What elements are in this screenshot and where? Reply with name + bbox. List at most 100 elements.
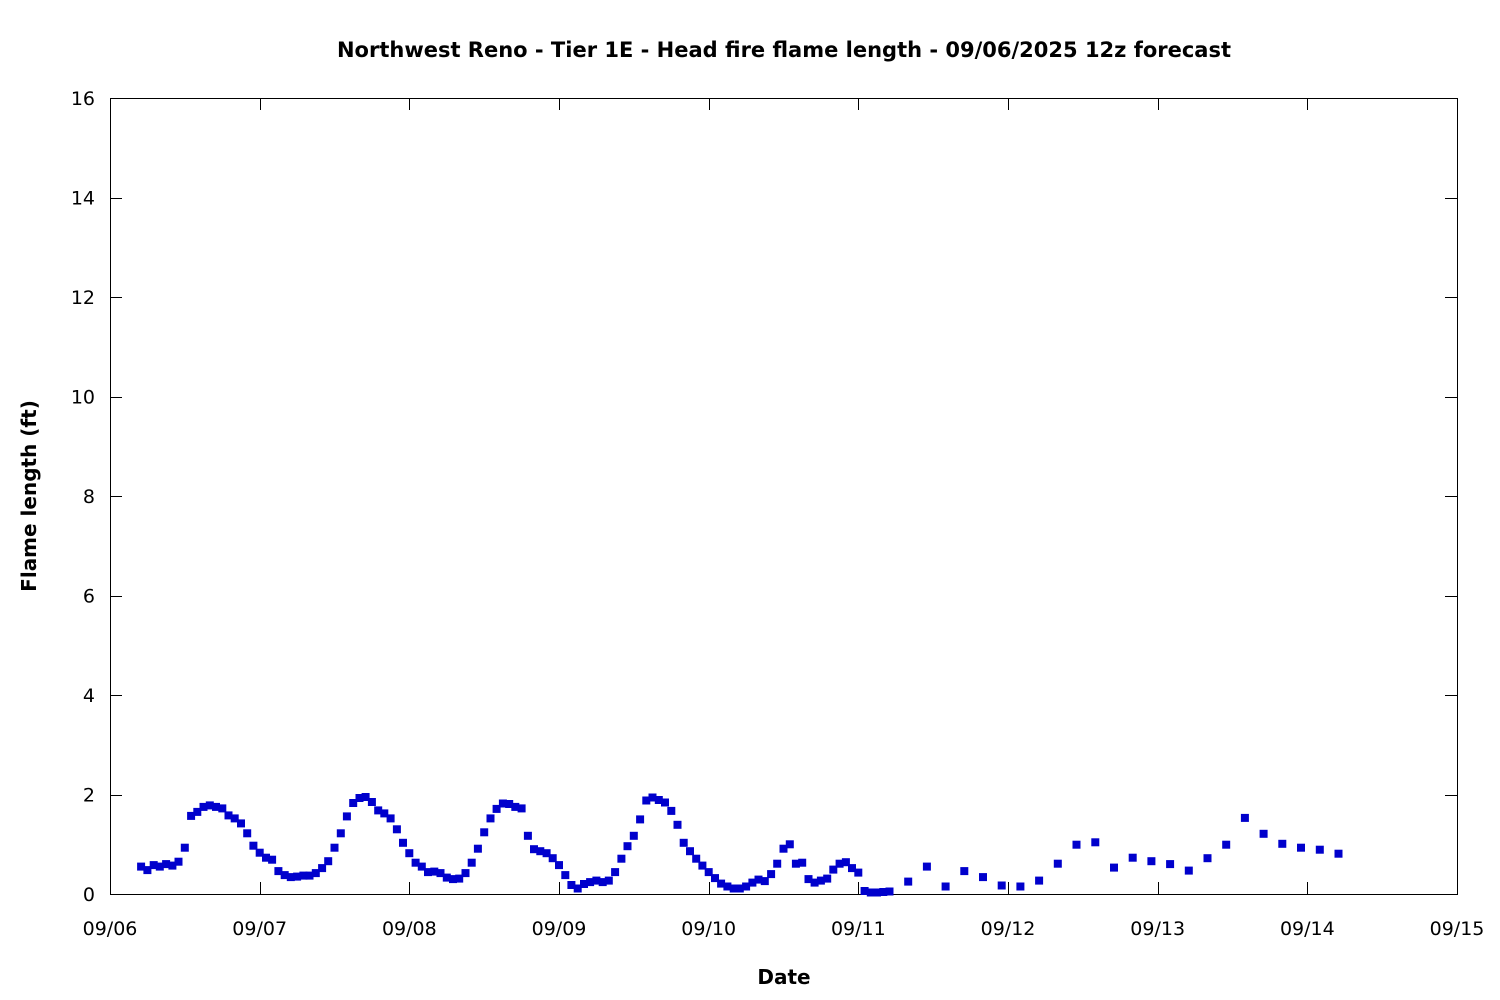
data-point (367, 798, 376, 806)
data-point (492, 804, 501, 813)
data-point (187, 811, 196, 820)
data-point (480, 828, 489, 837)
data-point (573, 884, 582, 893)
data-point (1091, 838, 1100, 847)
data-point (717, 879, 726, 888)
data-point (1222, 840, 1231, 849)
data-point (424, 868, 432, 877)
data-point (941, 882, 950, 891)
data-point (262, 853, 270, 862)
data-point (604, 876, 613, 885)
data-point (686, 847, 694, 856)
data-point (816, 876, 825, 885)
data-point (274, 867, 283, 876)
y-tick-label: 10 (71, 387, 95, 409)
data-point (873, 888, 881, 897)
data-point (623, 842, 632, 851)
data-point (467, 858, 476, 867)
data-point (760, 877, 769, 886)
data-point (168, 861, 177, 870)
data-point (473, 844, 482, 853)
y-tick-label: 8 (83, 486, 95, 508)
data-point (829, 865, 838, 874)
x-tick-label: 09/07 (232, 918, 287, 940)
data-point (567, 881, 576, 889)
x-tick-label: 09/14 (1280, 918, 1335, 940)
data-point (155, 862, 164, 871)
data-point (386, 814, 395, 823)
data-point (854, 868, 863, 877)
x-tick-label: 09/15 (1430, 918, 1485, 940)
data-point (1147, 857, 1156, 866)
data-point (1072, 840, 1081, 849)
data-point (380, 809, 389, 818)
data-point (143, 866, 152, 875)
data-point (162, 860, 171, 869)
data-point (417, 862, 426, 871)
data-point (205, 801, 214, 810)
data-point (866, 888, 875, 897)
data-point (704, 868, 713, 877)
data-point (754, 875, 763, 884)
data-point (611, 868, 620, 877)
y-tick-label: 4 (83, 685, 95, 707)
data-point (536, 847, 545, 856)
data-point (268, 855, 277, 864)
axis-ticks (110, 98, 1458, 895)
x-tick-label: 09/10 (681, 918, 736, 940)
data-point (449, 875, 457, 884)
data-point (667, 806, 676, 815)
data-point (779, 844, 788, 853)
data-point (530, 845, 538, 854)
data-point (442, 873, 451, 882)
y-axis-label: Flame length (ft) (17, 400, 41, 592)
data-point (193, 807, 202, 816)
data-point (810, 878, 819, 887)
data-point (1278, 839, 1287, 848)
y-tick-label: 14 (71, 188, 95, 210)
data-point (149, 861, 158, 870)
data-point (349, 799, 358, 807)
data-point (742, 882, 751, 891)
x-tick-label: 09/09 (532, 918, 587, 940)
data-point (592, 876, 601, 885)
data-point (823, 874, 832, 883)
data-point (698, 861, 707, 870)
data-point (430, 867, 439, 876)
data-point (748, 878, 757, 887)
data-point (199, 802, 208, 811)
data-point (405, 849, 414, 858)
data-points (137, 793, 1343, 897)
x-tick-label: 09/08 (382, 918, 437, 940)
data-point (399, 838, 407, 847)
y-tick-label: 6 (83, 586, 95, 608)
data-point (997, 881, 1006, 890)
x-tick-label: 09/06 (83, 918, 138, 940)
data-point (461, 869, 470, 878)
data-point (798, 858, 807, 867)
data-point (648, 793, 657, 802)
data-point (642, 796, 651, 805)
data-point (598, 878, 607, 887)
data-point (679, 838, 688, 847)
data-point (735, 884, 744, 893)
data-point (960, 867, 969, 876)
data-point (548, 854, 557, 863)
data-point (561, 871, 570, 880)
data-point (237, 819, 245, 828)
data-point (617, 854, 626, 863)
data-point (523, 831, 532, 840)
data-point (1184, 866, 1193, 875)
data-point (299, 871, 308, 880)
data-point (1166, 860, 1175, 869)
data-point (517, 804, 526, 813)
data-point (767, 870, 776, 879)
data-point (436, 869, 445, 878)
data-point (330, 843, 339, 852)
chart-title: Northwest Reno - Tier 1E - Head fire fla… (337, 38, 1231, 62)
data-point (1016, 882, 1025, 891)
data-point (311, 869, 320, 878)
data-point (361, 793, 370, 801)
data-point (342, 812, 351, 821)
